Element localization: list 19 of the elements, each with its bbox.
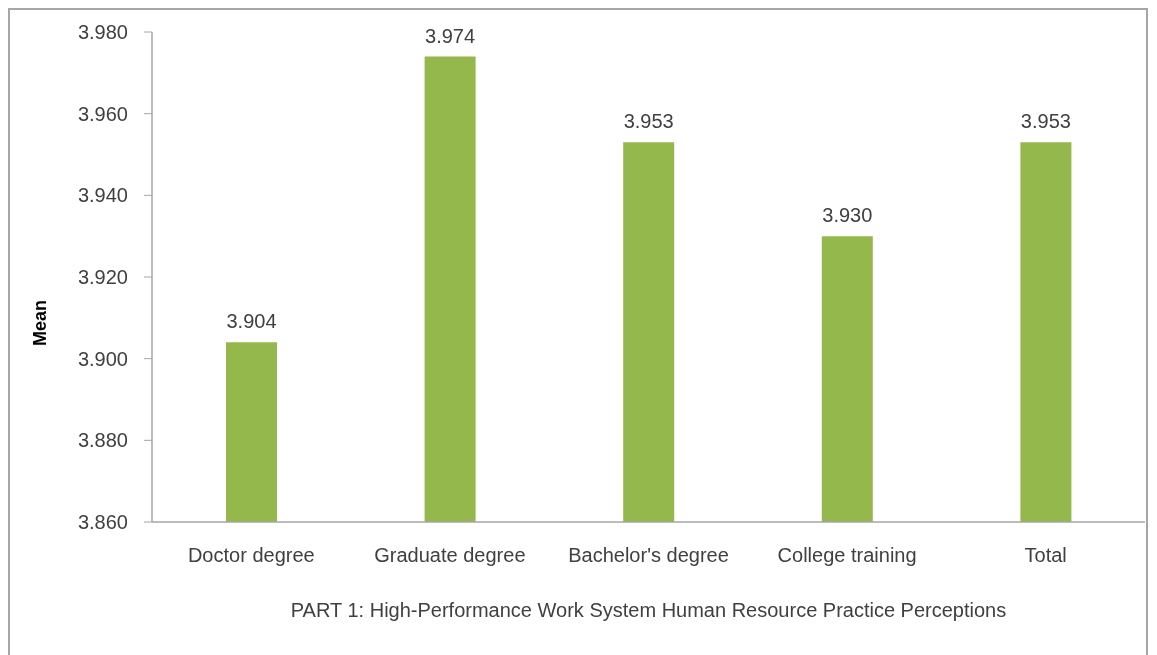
x-tick-label: Bachelor's degree <box>568 544 729 567</box>
y-tick-label: 3.860 <box>77 511 128 534</box>
x-tick-label: Total <box>1024 544 1067 567</box>
x-tick-label: College training <box>777 544 917 567</box>
y-tick-label: 3.980 <box>77 21 128 44</box>
x-tick-label: Graduate degree <box>374 544 526 567</box>
data-label: 3.953 <box>623 110 674 133</box>
y-tick-label: 3.900 <box>77 347 128 370</box>
data-label: 3.974 <box>425 24 476 47</box>
data-label: 3.904 <box>226 310 277 333</box>
y-axis-title: Mean <box>30 299 50 347</box>
data-label: 3.930 <box>822 204 873 227</box>
x-tick-label: Doctor degree <box>187 544 315 567</box>
y-tick-label: 3.940 <box>77 184 128 207</box>
y-tick-label: 3.960 <box>77 102 128 125</box>
data-label: 3.953 <box>1020 110 1071 133</box>
x-axis-title: PART 1: High-Performance Work System Human Resource Practice Perceptions <box>290 599 1007 621</box>
y-tick-label: 3.920 <box>77 266 128 289</box>
y-tick-label: 3.880 <box>77 429 128 452</box>
